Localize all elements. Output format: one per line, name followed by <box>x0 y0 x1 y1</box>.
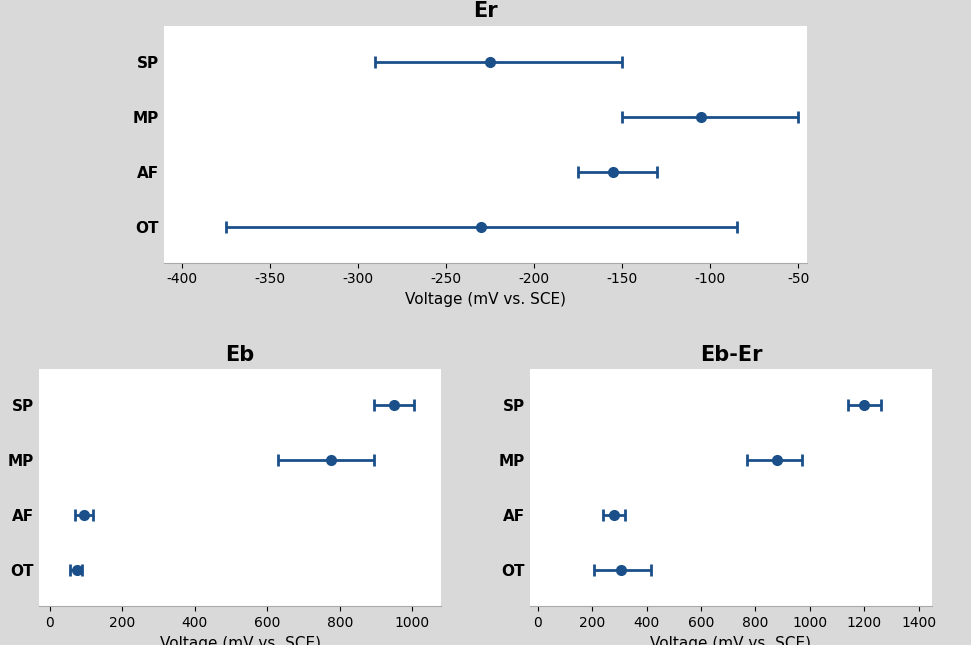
X-axis label: Voltage (mV vs. SCE): Voltage (mV vs. SCE) <box>651 635 812 645</box>
Title: Eb-Er: Eb-Er <box>700 345 762 365</box>
Title: Er: Er <box>473 1 498 21</box>
X-axis label: Voltage (mV vs. SCE): Voltage (mV vs. SCE) <box>405 292 566 307</box>
X-axis label: Voltage (mV vs. SCE): Voltage (mV vs. SCE) <box>159 635 320 645</box>
Title: Eb: Eb <box>225 345 254 365</box>
